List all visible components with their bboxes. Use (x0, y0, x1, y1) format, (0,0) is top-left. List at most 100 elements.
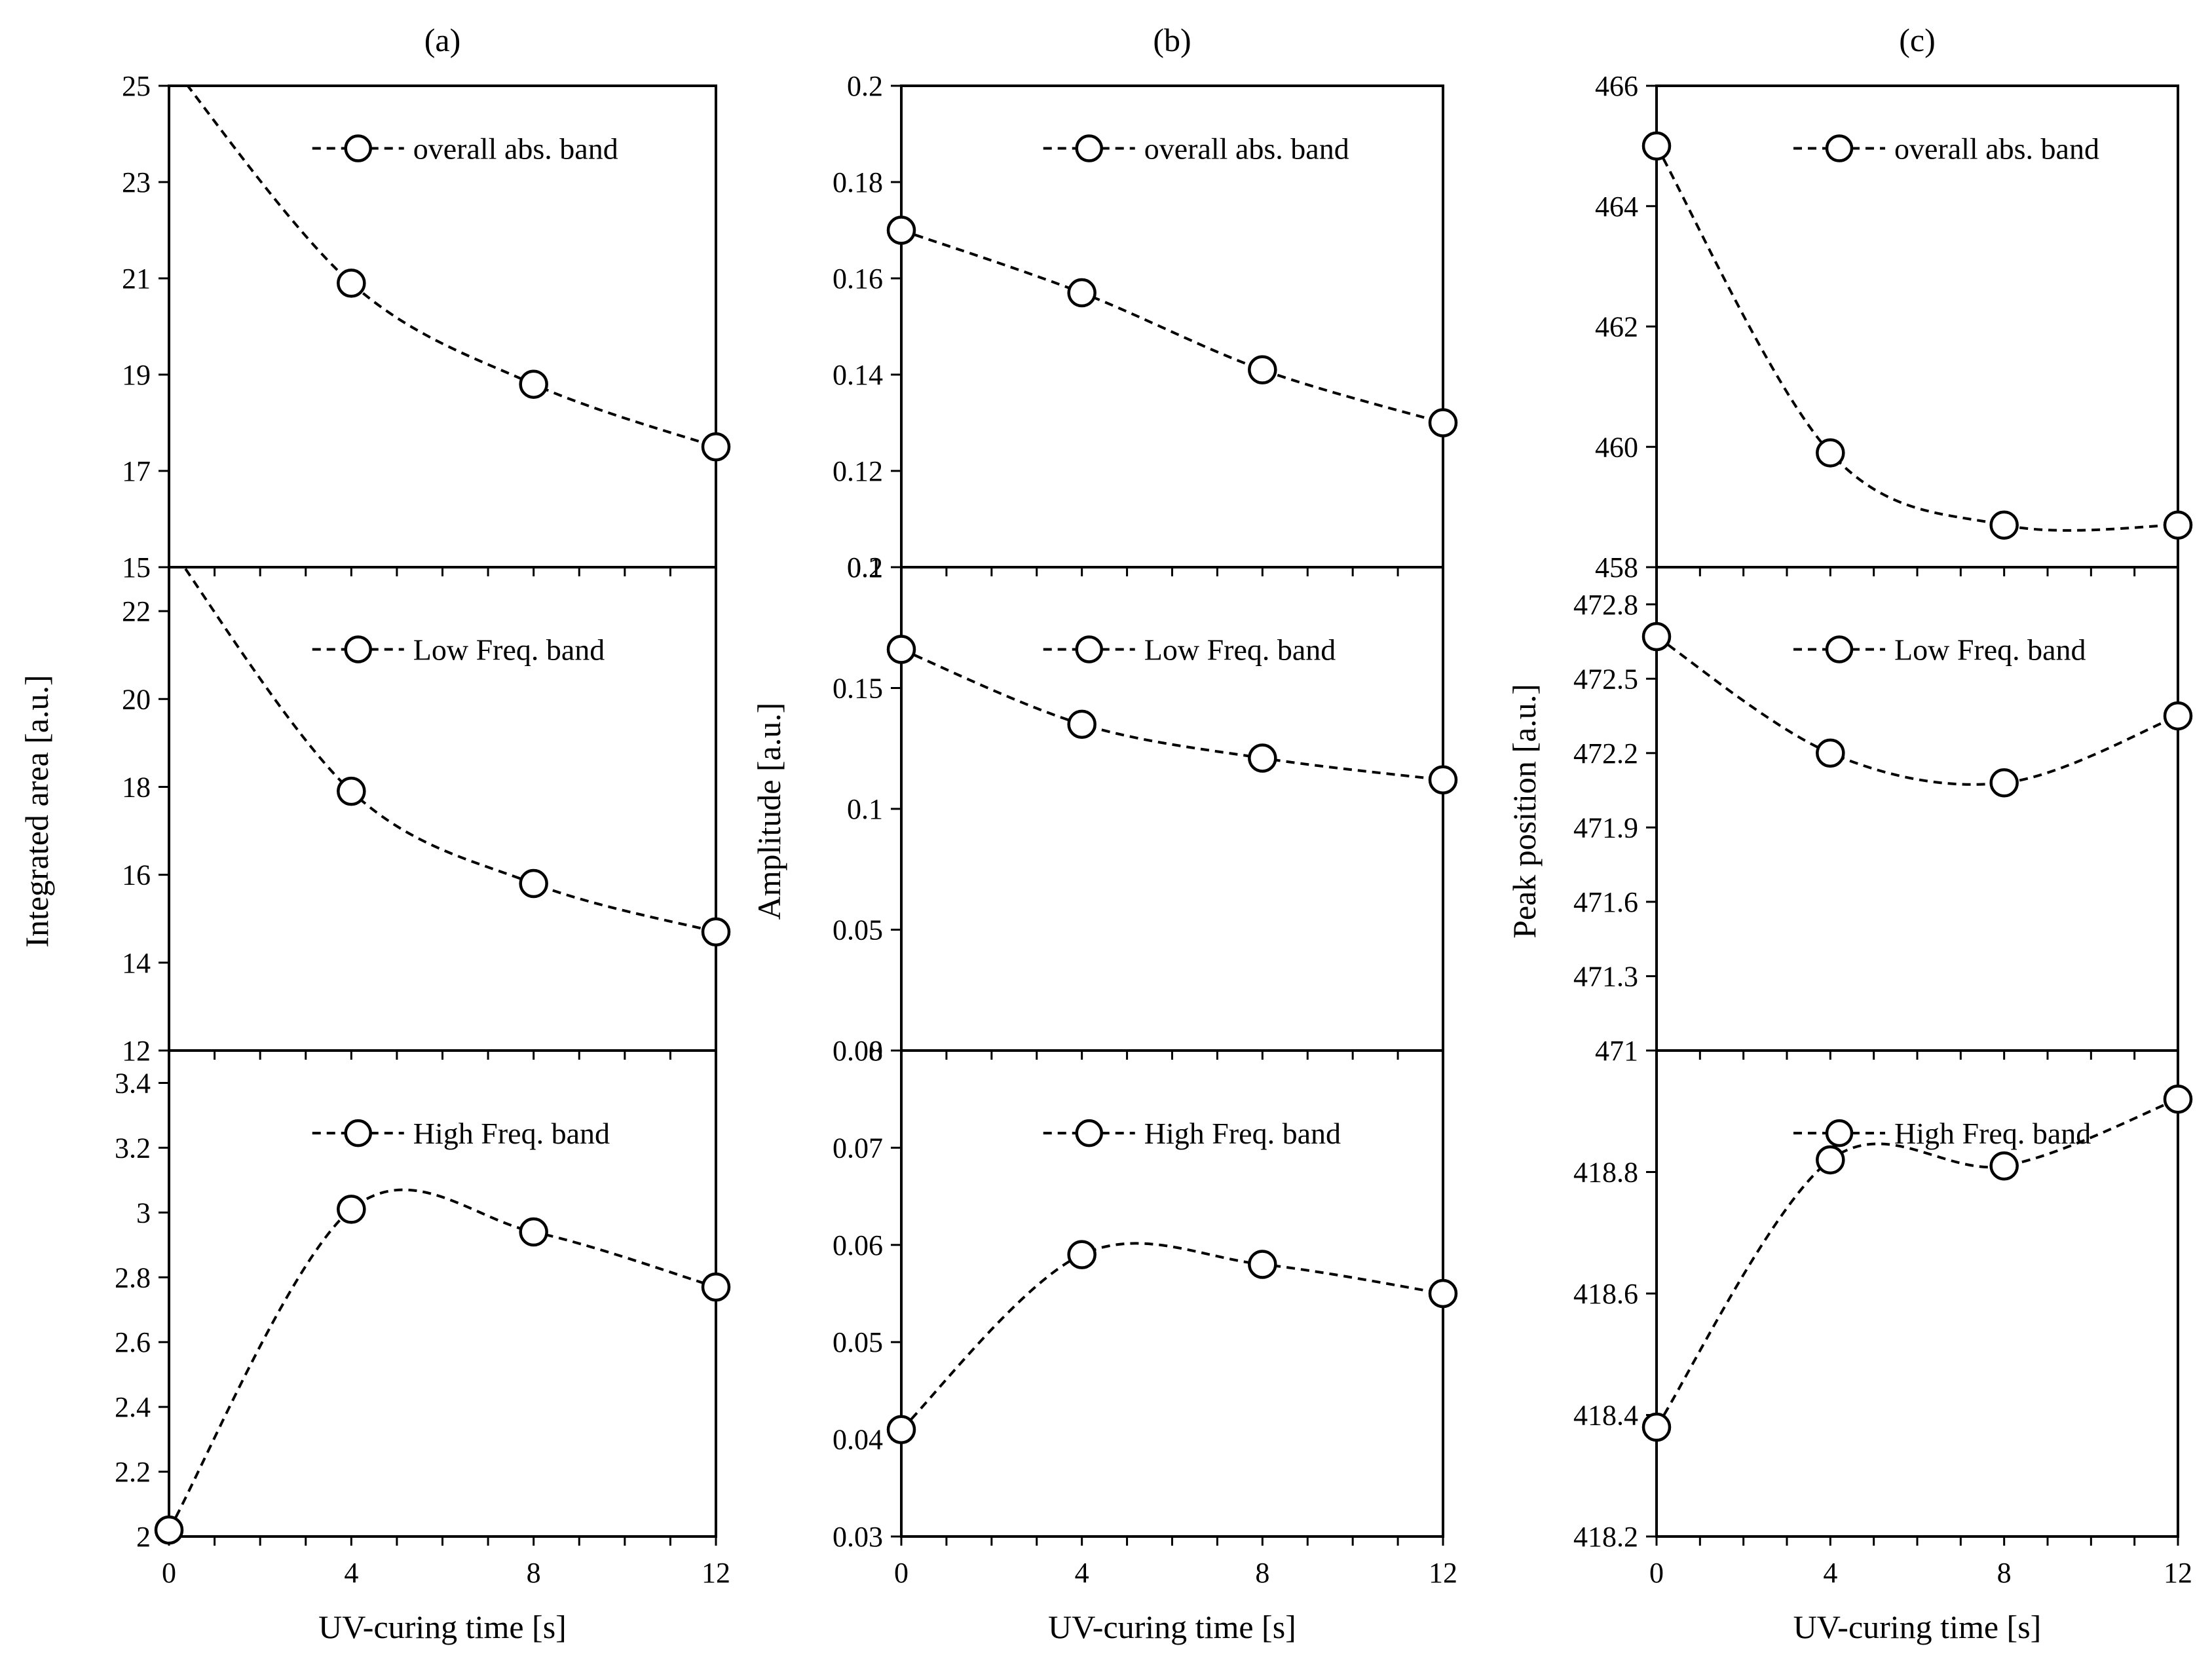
y-tick-label: 0.08 (833, 1035, 883, 1067)
data-point (1428, 765, 1458, 794)
x-tick-label: 8 (527, 1557, 541, 1589)
x-axis-title: UV-curing time [s] (318, 1609, 567, 1645)
y-tick-label: 22 (122, 595, 151, 627)
y-tick-label: 2.8 (115, 1261, 151, 1294)
y-tick-label: 21 (122, 263, 151, 295)
y-tick-label: 464 (1595, 191, 1638, 223)
y-tick-label: 0.2 (847, 70, 883, 102)
data-point (1816, 738, 1845, 768)
y-tick-label: 2.4 (115, 1391, 151, 1423)
legend-label: overall abs. band (413, 132, 618, 166)
series-line (183, 567, 716, 933)
panel-a-row-2: 2 2.2 2.4 2.6 2.8 3 3.2 3.4 0 4 8 12 UV-curing time … (115, 1049, 731, 1645)
y-tick-label: 0.2 (847, 551, 883, 584)
y-tick-label: 471.6 (1573, 886, 1638, 918)
y-tick-label: 471 (1595, 1035, 1638, 1067)
data-point (1248, 1250, 1277, 1279)
series-line (169, 1188, 716, 1531)
legend-marker (344, 635, 372, 663)
legend-label: Low Freq. band (1144, 633, 1336, 666)
data-point (337, 1195, 366, 1224)
panel-b-row-1: 0 0.05 0.1 0.15 0.2 Amplitude [a.u.] Low Freq.… (751, 551, 1458, 1067)
x-tick-label: 0 (1649, 1557, 1664, 1589)
y-tick-label: 20 (122, 683, 151, 715)
data-point (2163, 701, 2193, 731)
legend-marker (1825, 134, 1854, 162)
y-tick-label: 0.03 (833, 1521, 883, 1553)
y-tick-label: 12 (122, 1035, 151, 1067)
x-tick-label: 8 (1255, 1557, 1269, 1589)
y-tick-label: 25 (122, 70, 151, 102)
y-tick-label: 0 (869, 1035, 883, 1067)
y-tick-label: 471.3 (1573, 960, 1638, 992)
data-point (886, 635, 916, 664)
y-tick-label: 19 (122, 359, 151, 391)
legend-marker (1075, 635, 1103, 663)
panel-c-row-0: 458 460 462 464 466 (c) overall abs. band (1595, 22, 2193, 584)
y-tick-label: 418.2 (1573, 1521, 1638, 1553)
x-tick-label: 12 (702, 1557, 730, 1589)
y-tick-label: 16 (122, 859, 151, 891)
data-point (1248, 355, 1277, 384)
data-point (519, 1217, 548, 1247)
x-tick-label: 4 (1075, 1557, 1089, 1589)
x-axis-title: UV-curing time [s] (1793, 1609, 2042, 1645)
legend-marker (344, 134, 372, 162)
y-tick-label: 458 (1595, 551, 1638, 584)
y-tick-label: 3 (136, 1197, 151, 1229)
data-point (519, 369, 548, 399)
y-tick-label: 0.1 (847, 793, 883, 825)
y-axis-title: Integrated area [a.u.] (18, 675, 55, 947)
data-point (1428, 408, 1458, 438)
legend-marker (1825, 635, 1854, 663)
y-tick-label: 472.8 (1573, 589, 1638, 621)
data-point (1641, 131, 1672, 161)
y-tick-label: 0.16 (833, 263, 883, 295)
y-tick-label: 460 (1595, 431, 1638, 463)
y-tick-label: 418.4 (1573, 1400, 1638, 1432)
y-tick-label: 418.8 (1573, 1157, 1638, 1189)
data-point (701, 432, 731, 462)
data-point (154, 1515, 184, 1545)
data-point (1248, 743, 1277, 773)
legend-marker (1825, 1119, 1854, 1147)
y-axis-title: Peak position [a.u.] (1506, 684, 1543, 939)
y-tick-label: 14 (122, 947, 151, 979)
data-point (1989, 768, 2019, 798)
legend-label: Low Freq. band (1894, 633, 2086, 666)
data-point (701, 1272, 731, 1302)
y-tick-label: 18 (122, 771, 151, 803)
data-point (519, 868, 548, 899)
data-point (1067, 709, 1097, 739)
y-tick-label: 3.4 (115, 1067, 151, 1099)
panel-label: (b) (1153, 22, 1191, 58)
x-tick-label: 0 (894, 1557, 909, 1589)
y-tick-label: 17 (122, 455, 151, 487)
panel-a-row-1: 12 14 16 18 20 22 Integrated area [a.u.] Low Fr… (18, 566, 731, 1067)
data-point (2163, 510, 2193, 540)
series-line (186, 86, 716, 449)
y-tick-label: 0.07 (833, 1132, 883, 1164)
y-tick-label: 2.6 (115, 1326, 151, 1358)
legend-label: overall abs. band (1144, 132, 1349, 166)
y-tick-label: 0.05 (833, 914, 883, 946)
data-point (1428, 1278, 1458, 1309)
y-tick-label: 0.14 (833, 359, 883, 391)
series-line (1657, 145, 2178, 532)
x-tick-label: 12 (2164, 1557, 2192, 1589)
x-axis-title: UV-curing time [s] (1048, 1609, 1296, 1645)
y-tick-label: 418.6 (1573, 1278, 1638, 1310)
y-tick-label: 23 (122, 166, 151, 198)
y-tick-label: 2.2 (115, 1456, 151, 1488)
data-point (886, 1415, 916, 1445)
y-tick-label: 0.15 (833, 673, 883, 705)
series-line (901, 229, 1443, 424)
legend-marker (1075, 1119, 1103, 1147)
data-point (337, 269, 366, 298)
y-tick-label: 3.2 (115, 1132, 151, 1164)
x-tick-label: 8 (1997, 1557, 2012, 1589)
data-point (1641, 622, 1672, 652)
x-tick-label: 4 (344, 1557, 358, 1589)
panel-c-row-2: 418.2 418.4 418.6 418.8 0 4 8 12 UV-curing time … (1573, 1049, 2193, 1645)
